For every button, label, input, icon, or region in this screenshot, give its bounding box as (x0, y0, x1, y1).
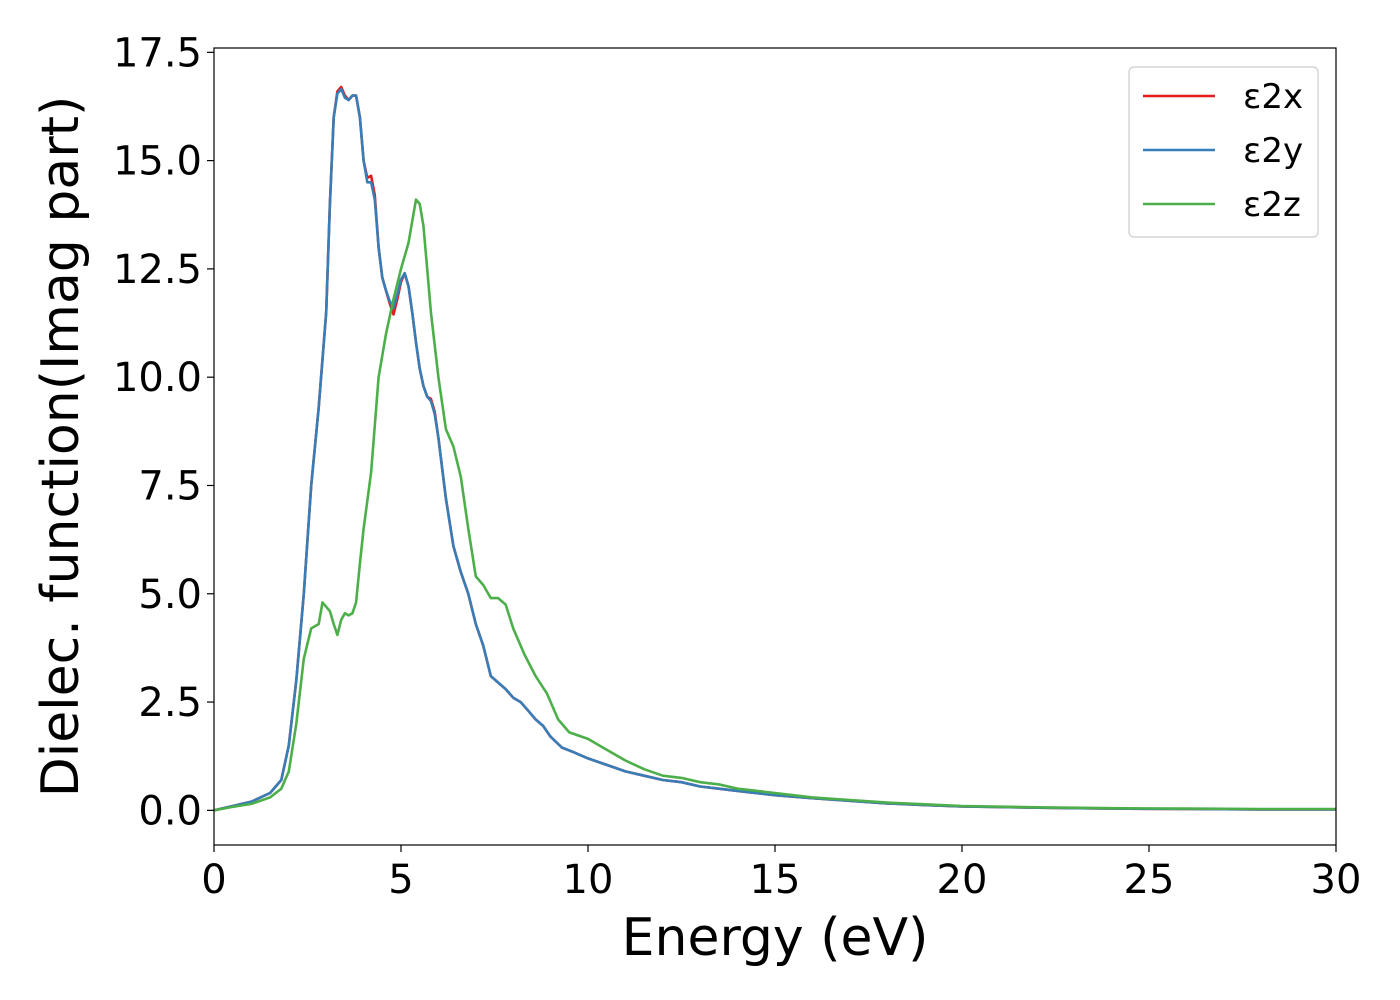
x-tick-label: 10 (563, 857, 614, 903)
y-tick-label: 12.5 (113, 247, 202, 293)
y-axis-ticks: 0.0 2.5 5.0 7.5 10.0 12.5 15.0 17.5 (113, 30, 214, 834)
x-axis-label: Energy (eV) (622, 908, 929, 968)
series-line-3 (214, 198, 1336, 812)
series-line-2 (214, 87, 1336, 812)
x-tick-label: 30 (1311, 857, 1362, 903)
x-tick-label: 25 (1124, 857, 1175, 903)
y-tick-label: 5.0 (138, 572, 202, 618)
x-tick-label: 0 (201, 857, 226, 903)
legend-label: ε2y (1243, 131, 1303, 171)
y-tick-label: 17.5 (113, 30, 202, 76)
x-tick-label: 5 (388, 857, 413, 903)
legend-label: ε2x (1243, 77, 1303, 117)
y-axis-label: Dielec. function(Imag part) (31, 96, 91, 798)
y-tick-label: 15.0 (113, 139, 202, 185)
y-tick-label: 7.5 (138, 463, 202, 509)
series-layer (214, 85, 1336, 812)
x-axis-ticks: 0 5 10 15 20 25 30 (201, 845, 1361, 903)
legend-box (1128, 66, 1319, 238)
y-tick-label: 0.0 (138, 788, 202, 834)
x-tick-label: 20 (937, 857, 988, 903)
y-tick-label: 2.5 (138, 680, 202, 726)
legend: ε2x ε2y ε2z (1128, 66, 1319, 238)
x-tick-label: 15 (750, 857, 801, 903)
y-tick-label: 10.0 (113, 355, 202, 401)
legend-label: ε2z (1243, 185, 1301, 225)
